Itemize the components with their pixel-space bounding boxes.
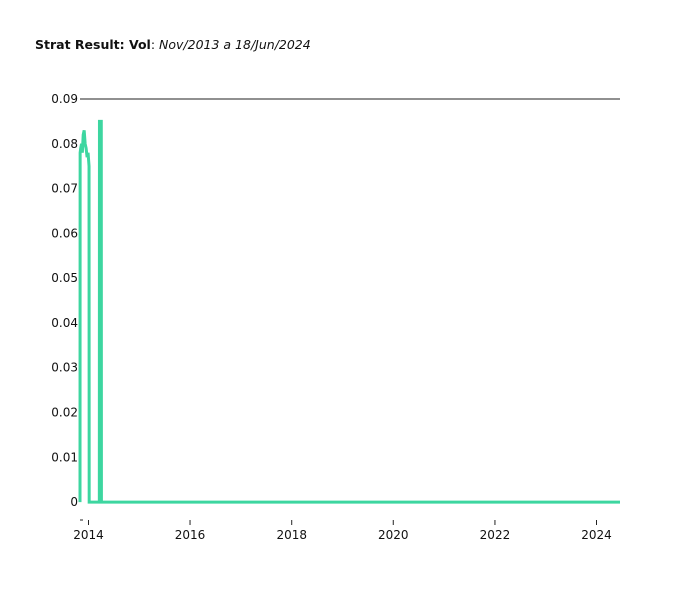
y-tick-label: 0.05	[51, 271, 78, 285]
y-tick-label: 0.08	[51, 137, 78, 151]
y-tick-label: 0.09	[51, 92, 78, 106]
y-tick-label: 0.01	[51, 450, 78, 464]
x-tick-label: 2020	[378, 528, 409, 542]
x-tick-label: 2022	[480, 528, 511, 542]
y-tick-label: 0.07	[51, 182, 78, 196]
y-tick-label: 0	[70, 495, 78, 509]
series-line	[78, 119, 620, 504]
y-tick-label: 0.02	[51, 406, 78, 420]
y-tick-label: 0.03	[51, 361, 78, 375]
x-tick-label: 2018	[276, 528, 307, 542]
chart-title-bold: Strat Result: Vol	[35, 37, 151, 52]
y-tick-label: 0.06	[51, 226, 78, 240]
x-tick-label: 2024	[581, 528, 612, 542]
x-tick-label: 2016	[175, 528, 206, 542]
x-tick-label: 2014	[73, 528, 104, 542]
chart-title-separator: :	[150, 37, 160, 52]
chart-title: Strat Result: Vol: Nov/2013 a 18/Jun/202…	[35, 37, 311, 52]
chart-title-daterange: Nov/2013 a 18/Jun/2024	[159, 37, 311, 52]
y-tick-label: 0.04	[51, 316, 78, 330]
